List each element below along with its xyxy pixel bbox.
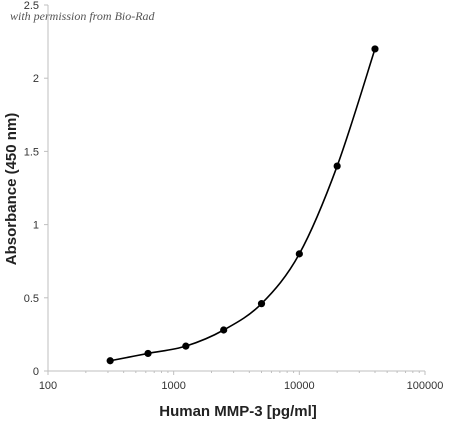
x-tick-label: 1000 <box>161 380 185 392</box>
x-tick-label: 100 <box>39 380 57 392</box>
x-tick-label: 10000 <box>284 380 315 392</box>
x-tick-label: 100000 <box>407 380 444 392</box>
watermark-text: with permission from Bio-Rad <box>10 9 156 23</box>
y-tick-label: 1 <box>33 220 39 232</box>
y-tick-label: 0.5 <box>24 293 39 305</box>
data-points-layer <box>106 45 379 365</box>
y-tick-label: 1.5 <box>24 146 39 158</box>
data-point <box>333 162 341 170</box>
data-point <box>220 326 228 334</box>
data-point <box>106 357 114 365</box>
y-tick-label: 2.5 <box>24 0 39 12</box>
y-tick-label: 0 <box>33 366 39 378</box>
data-point <box>182 342 190 350</box>
data-point <box>295 250 303 258</box>
fitted-curve-line <box>110 48 376 362</box>
data-point <box>371 45 379 53</box>
data-point <box>257 300 266 308</box>
axes: 100 1000 10000 100000 0 0.5 1 1.5 2 2.5 <box>24 0 444 392</box>
x-axis-title: Human MMP-3 [pg/ml] <box>159 403 317 420</box>
data-point <box>144 349 152 358</box>
y-axis-title: Absorbance (450 nm) <box>3 113 20 266</box>
fitted-curve-layer <box>110 48 376 362</box>
y-tick-label: 2 <box>33 73 39 85</box>
